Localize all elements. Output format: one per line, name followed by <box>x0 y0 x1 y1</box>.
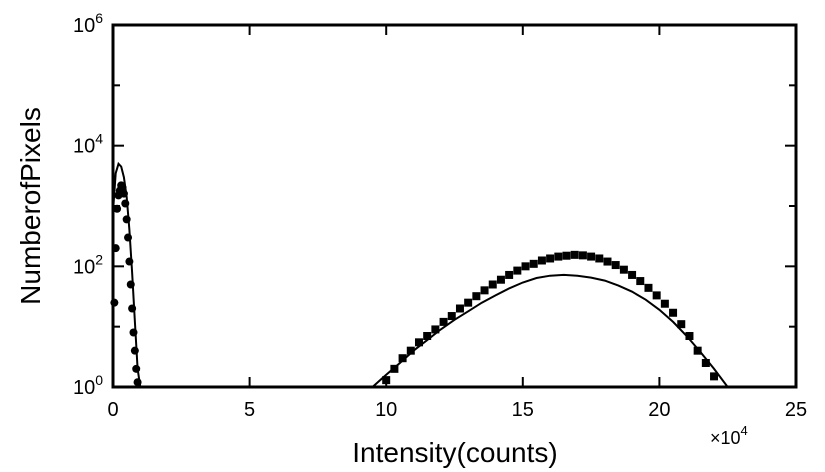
series-1-point-19 <box>537 256 546 265</box>
y-tick-label-3: 106 <box>73 10 103 37</box>
axis-ticks <box>112 24 797 388</box>
series-1-point-15 <box>505 270 514 279</box>
series-1-point-0 <box>382 376 391 385</box>
series-1-point-34 <box>660 299 669 308</box>
y-tick-label-exp-3: 6 <box>95 10 103 26</box>
series-1-point-12 <box>480 286 489 295</box>
series-1-point-30 <box>628 270 637 279</box>
y-tick-label-exp-0: 0 <box>95 372 103 388</box>
series-0-point-2 <box>113 204 122 213</box>
series-1-point-37 <box>685 332 694 341</box>
series-1-point-33 <box>652 291 661 300</box>
x-tick-label-1: 5 <box>244 399 255 421</box>
series-1-point-13 <box>488 280 497 289</box>
series-3-line <box>371 273 729 388</box>
x-tick-label-5: 25 <box>785 399 807 421</box>
series-1-point-26 <box>595 254 604 263</box>
series-1-point-4 <box>414 338 423 347</box>
y-axis-title: NumberofPixels <box>15 107 46 305</box>
x-multiplier-base: ×10 <box>710 428 741 448</box>
series-1-point-7 <box>439 317 448 326</box>
series-1-point-10 <box>464 298 473 307</box>
series-1-point-9 <box>455 304 464 313</box>
y-tick-label-1: 102 <box>73 251 103 278</box>
series-1-point-29 <box>619 265 628 274</box>
series-1-point-28 <box>611 261 620 270</box>
series-1-point-35 <box>669 308 678 317</box>
series-2 <box>112 161 142 388</box>
series-1 <box>382 250 719 385</box>
x-tick-label-3: 15 <box>512 399 534 421</box>
y-tick-label-exp-2: 4 <box>95 131 103 147</box>
series-1-point-11 <box>472 292 481 301</box>
y-tick-label-base-2: 10 <box>73 136 95 158</box>
y-tick-label-2: 104 <box>73 131 103 158</box>
series-1-point-32 <box>644 283 653 292</box>
series-1-point-22 <box>562 251 571 260</box>
series-1-point-16 <box>513 266 522 275</box>
series-0-point-0 <box>110 298 119 307</box>
series-1-point-38 <box>693 346 702 355</box>
series-1-point-2 <box>398 354 407 363</box>
series-1-point-31 <box>636 277 645 286</box>
plot-frame <box>111 23 798 389</box>
series-0-point-1 <box>111 244 120 253</box>
y-tick-label-0: 100 <box>73 372 103 399</box>
x-axis-title: Intensity(counts) <box>352 437 557 468</box>
series-1-point-18 <box>529 259 538 268</box>
series-1-point-3 <box>406 346 415 355</box>
series-1-point-40 <box>710 372 719 381</box>
series-2-line <box>112 161 142 388</box>
series-1-point-5 <box>423 332 432 341</box>
x-tick-label-4: 20 <box>648 399 670 421</box>
series-1-point-39 <box>701 358 710 367</box>
series-1-point-20 <box>546 254 555 263</box>
series-1-point-23 <box>570 250 579 259</box>
series-1-point-27 <box>603 257 612 266</box>
x-multiplier: ×104 <box>710 423 748 448</box>
y-tick-label-base-3: 10 <box>73 15 95 37</box>
y-tick-label-base-1: 10 <box>73 256 95 278</box>
series-layer <box>110 161 729 388</box>
x-tick-label-2: 10 <box>375 399 397 421</box>
series-1-point-25 <box>587 252 596 261</box>
x-tick-label-0: 0 <box>107 399 118 421</box>
series-1-point-21 <box>554 252 563 261</box>
series-1-point-14 <box>496 275 505 284</box>
series-3 <box>371 273 729 388</box>
y-tick-label-base-0: 10 <box>73 377 95 399</box>
series-1-point-17 <box>521 262 530 271</box>
series-1-point-8 <box>447 312 456 321</box>
y-tick-label-exp-1: 2 <box>95 251 103 267</box>
x-multiplier-exponent: 4 <box>741 423 748 438</box>
series-1-point-36 <box>677 320 686 329</box>
series-1-point-24 <box>578 251 587 260</box>
series-1-point-6 <box>431 325 440 334</box>
